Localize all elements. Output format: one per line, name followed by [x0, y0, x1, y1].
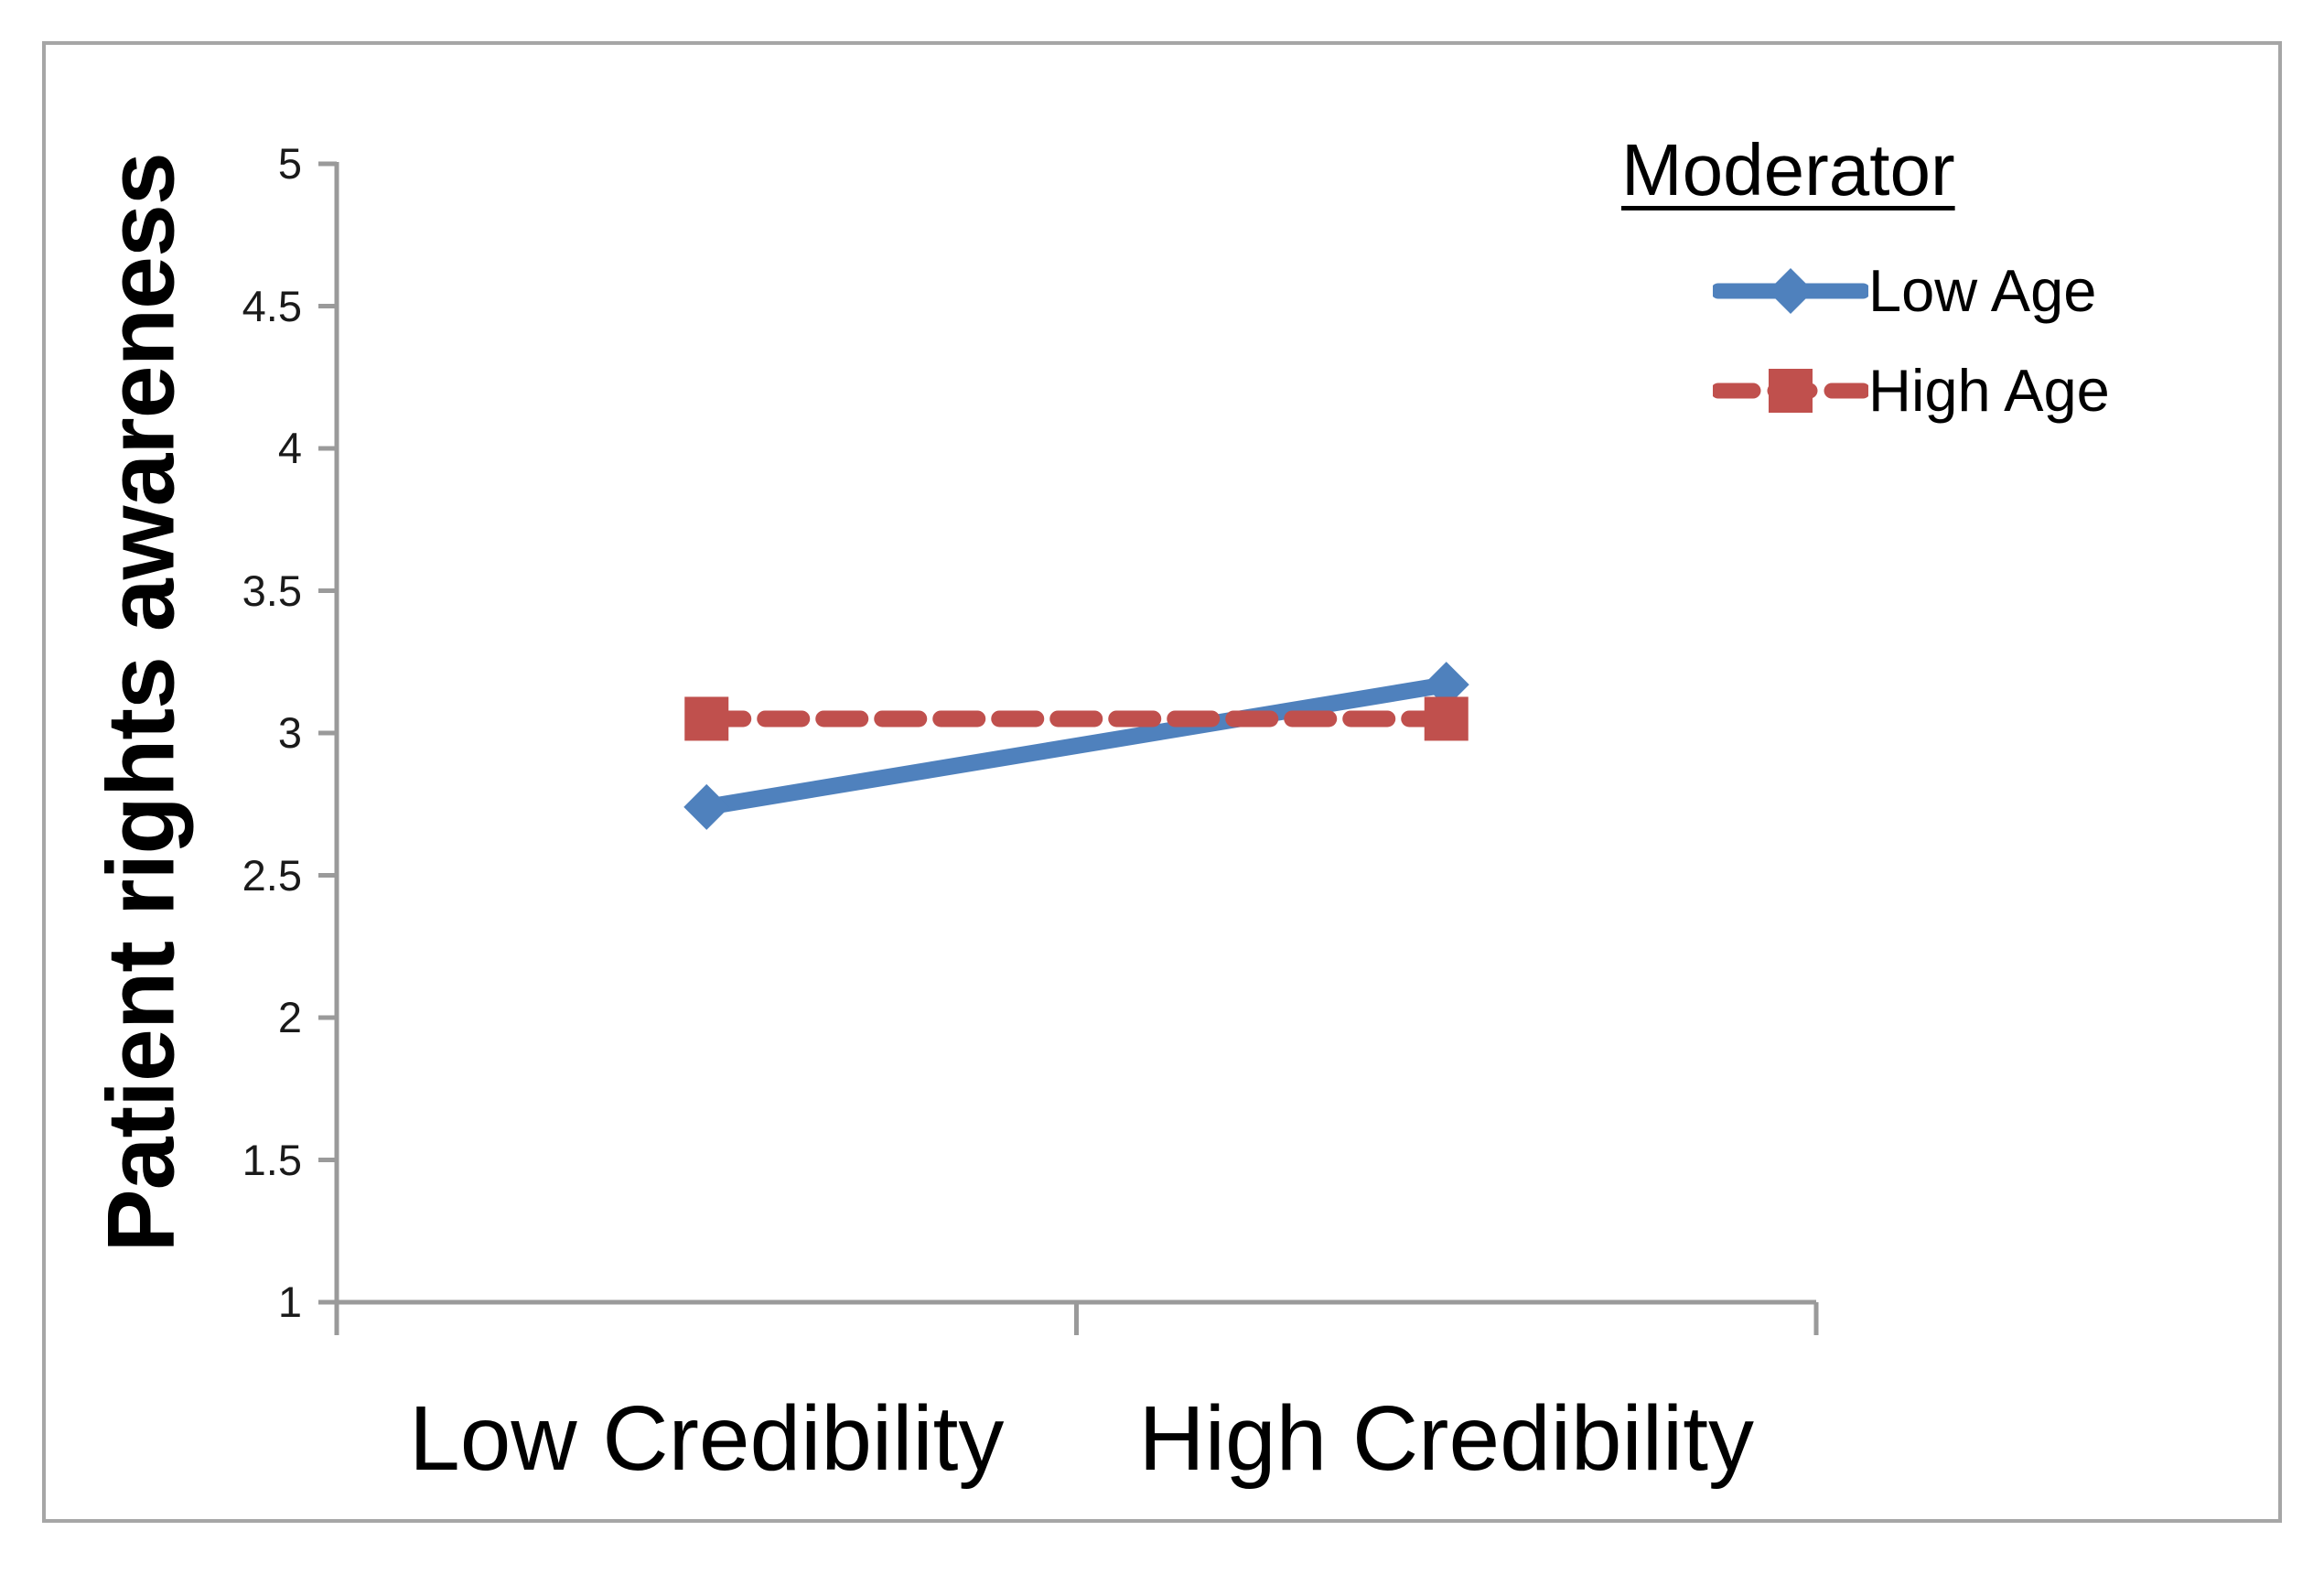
legend-item-high-age: High Age: [1713, 359, 2110, 423]
x-category-label: High Credibility: [1138, 1387, 1754, 1490]
legend: Moderator Low Age High Age: [1621, 128, 2189, 423]
y-tick-label: 4.5: [242, 281, 302, 330]
legend-label-high-age: High Age: [1868, 357, 2110, 424]
data-point-square: [1424, 696, 1469, 741]
y-tick-label: 5: [277, 139, 302, 188]
y-tick-label: 1.5: [242, 1135, 302, 1184]
high-age-line-swatch: [1713, 369, 1868, 413]
y-tick-label: 3.5: [242, 566, 302, 615]
legend-item-low-age: Low Age: [1713, 259, 2096, 323]
data-point-diamond: [683, 783, 730, 830]
x-category-label: Low Credibility: [409, 1387, 1005, 1490]
legend-label-low-age: Low Age: [1868, 257, 2097, 324]
data-point-square: [684, 696, 729, 741]
series-line-low-age: [698, 676, 1455, 815]
y-tick-label: 2: [277, 993, 302, 1041]
y-tick-label: 4: [277, 424, 302, 472]
y-tick-label: 3: [277, 708, 302, 757]
data-point-diamond: [1423, 662, 1469, 708]
y-tick-label: 1: [277, 1278, 302, 1326]
y-tick-label: 2.5: [242, 850, 302, 900]
legend-title: Moderator: [1621, 129, 1955, 210]
low-age-line-swatch: [1713, 268, 1868, 314]
chart-border-frame: [42, 41, 2282, 1523]
